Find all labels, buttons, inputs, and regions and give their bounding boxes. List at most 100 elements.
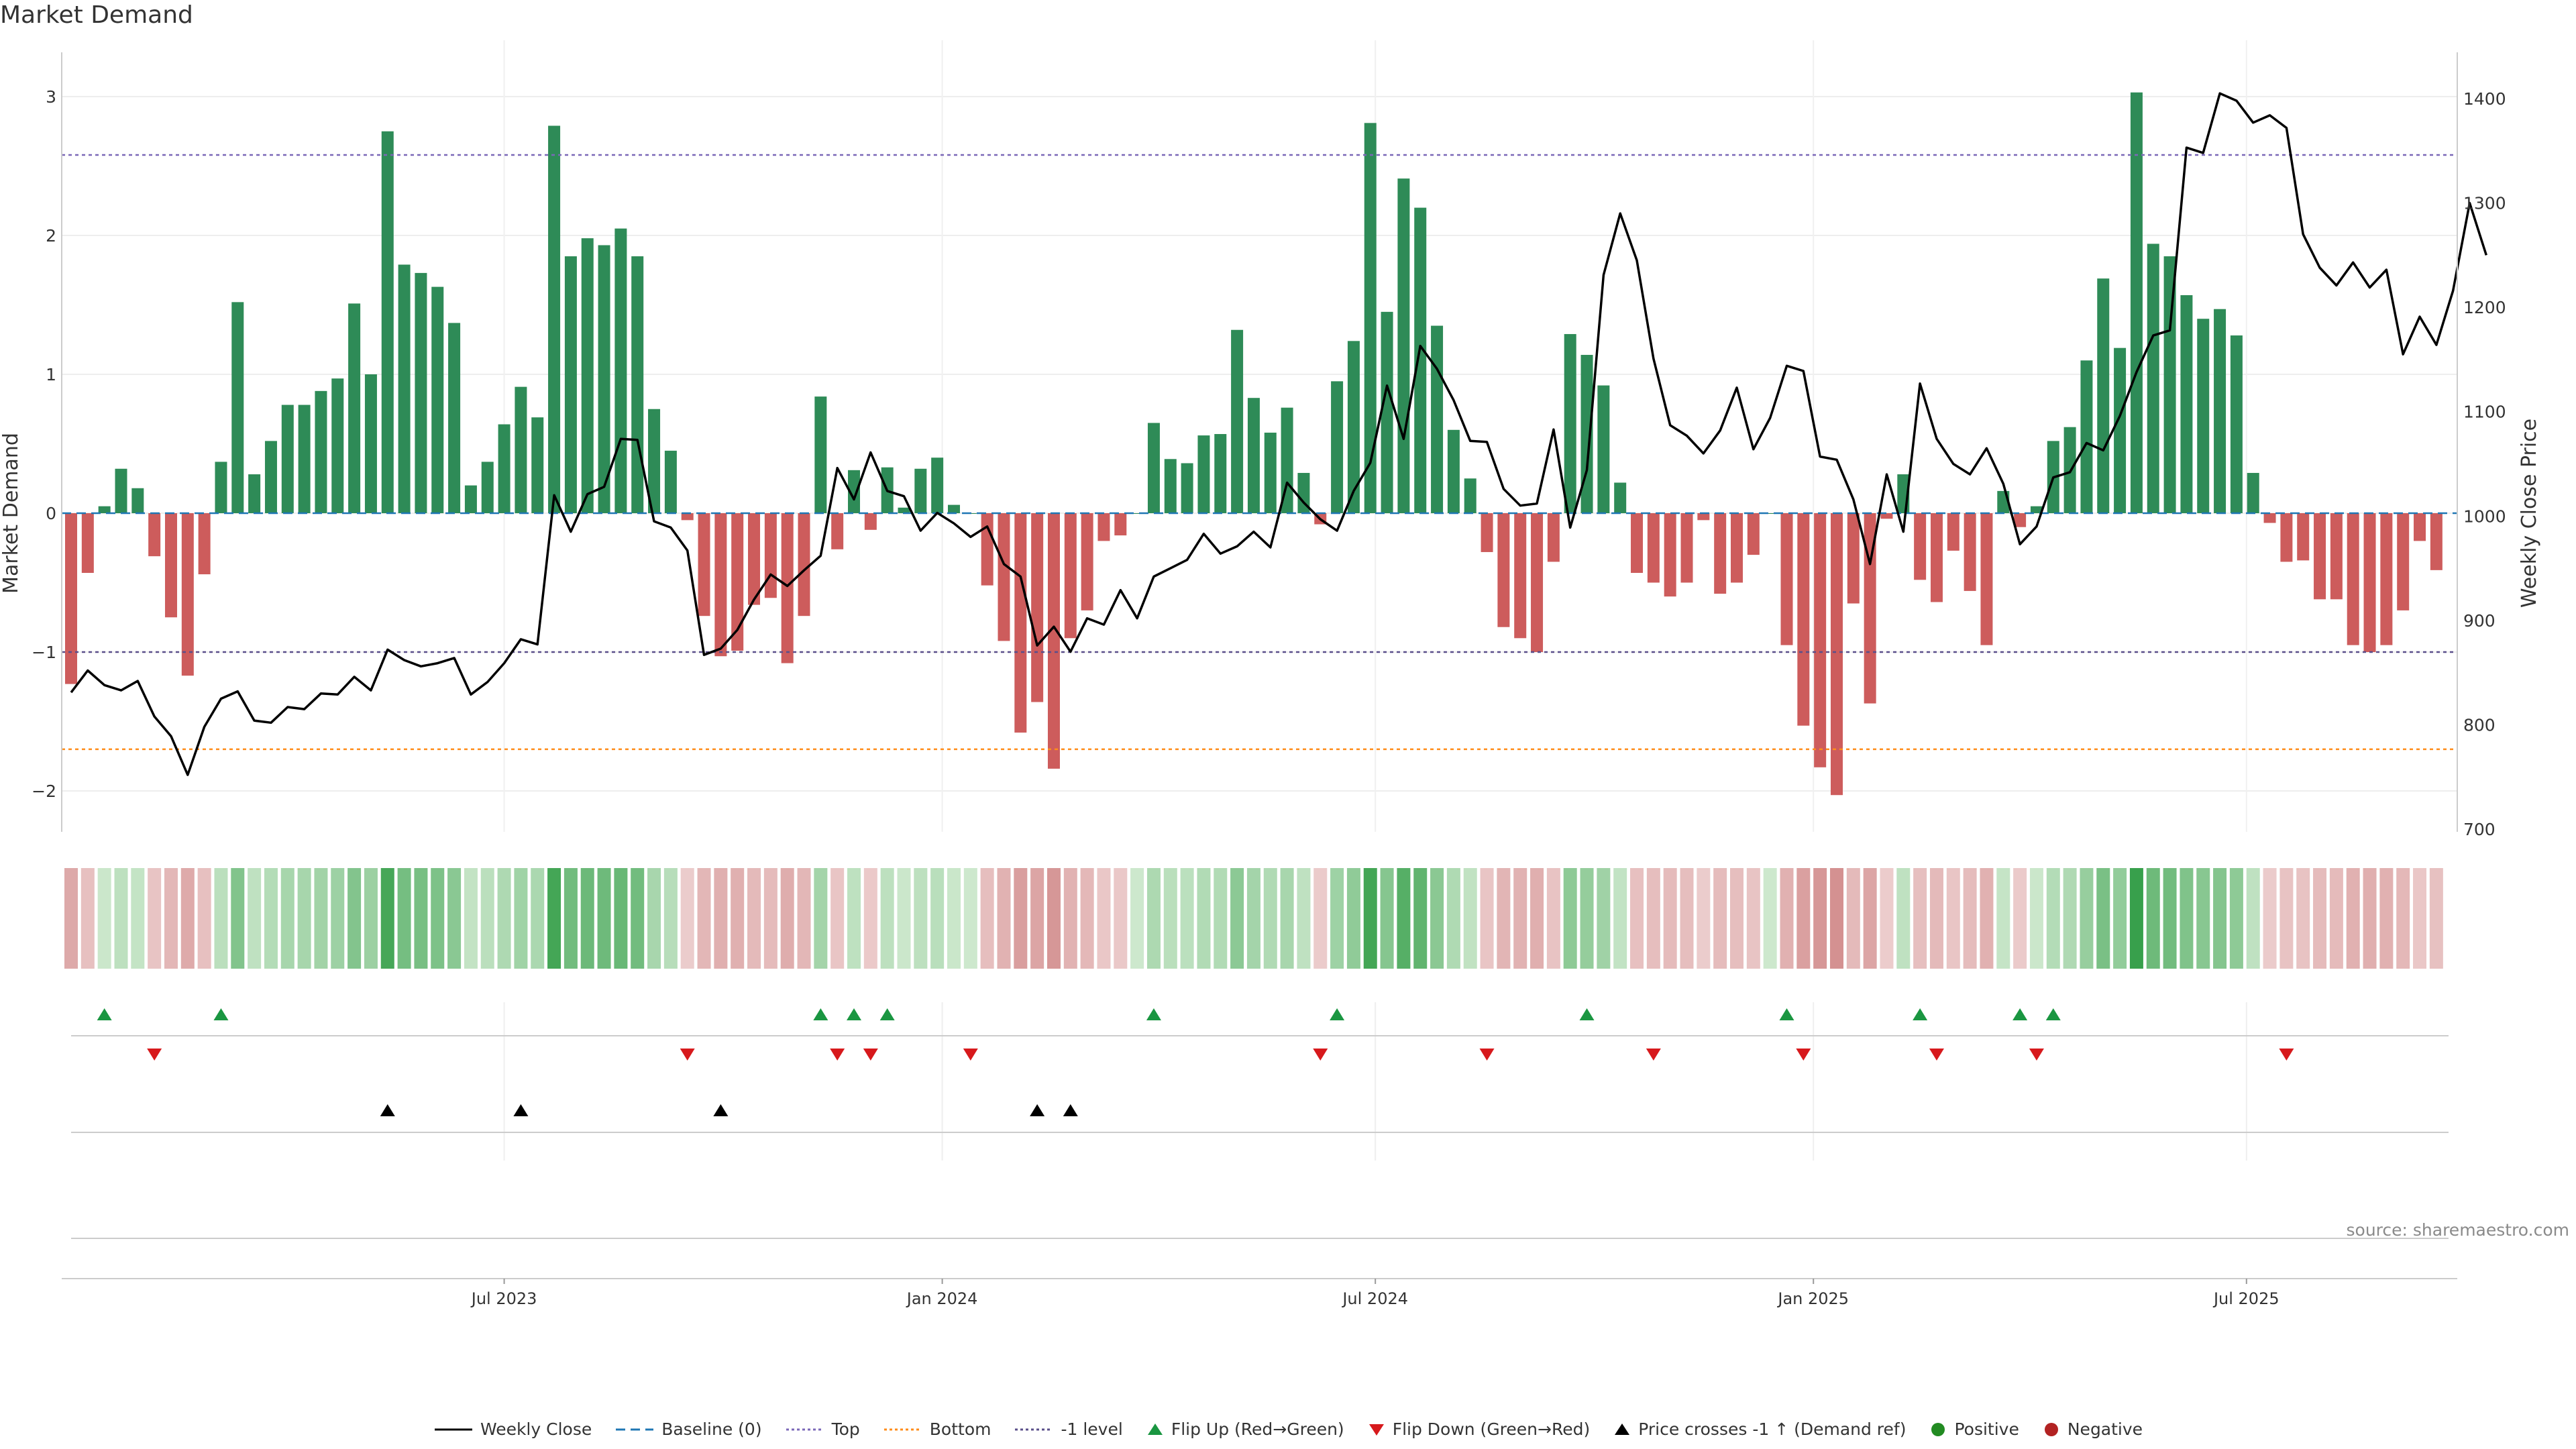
heat-cell	[1813, 868, 1827, 969]
demand-bar	[1114, 513, 1127, 536]
heat-cell	[1530, 868, 1544, 969]
flip-down-marker	[1313, 1049, 1328, 1061]
demand-bar	[1147, 423, 1160, 513]
demand-bar	[664, 450, 677, 513]
demand-bar	[1514, 513, 1527, 639]
demand-bar	[1247, 398, 1260, 513]
legend-item: Price crosses -1 ↑ (Demand ref)	[1613, 1419, 1906, 1439]
heat-cell	[2329, 868, 2343, 969]
heat-cell	[231, 868, 245, 969]
heat-cell	[1646, 868, 1660, 969]
demand-bar	[2263, 513, 2276, 523]
flip-up-marker	[847, 1008, 862, 1020]
demand-bar	[1564, 333, 1576, 513]
heat-cell	[2396, 868, 2410, 969]
demand-bar	[598, 245, 610, 513]
heat-cell	[2279, 868, 2294, 969]
legend-item: Bottom	[883, 1419, 991, 1439]
demand-bar	[614, 228, 627, 513]
heat-cell	[580, 868, 594, 969]
heat-cell	[2296, 868, 2310, 969]
demand-bar	[164, 513, 177, 618]
y2-tick-label: 800	[2463, 715, 2496, 735]
flip-up-marker	[813, 1008, 828, 1020]
y2-tick-label: 1200	[2463, 298, 2506, 317]
demand-bar	[2397, 513, 2410, 610]
y-tick-label: −2	[32, 782, 56, 801]
demand-bar	[281, 405, 294, 513]
heat-cell	[1563, 868, 1577, 969]
demand-bar	[1797, 513, 1810, 726]
demand-bar	[1431, 325, 1444, 513]
heat-cell	[1730, 868, 1743, 969]
heat-cell	[2379, 868, 2394, 969]
heat-cell	[2413, 868, 2427, 969]
legend-swatch	[2044, 1422, 2058, 1436]
demand-bar	[1264, 432, 1277, 513]
heat-cell	[164, 868, 178, 969]
heat-cell	[2429, 868, 2443, 969]
demand-bar	[1697, 513, 1710, 521]
demand-bar	[264, 441, 277, 513]
demand-bar	[1397, 178, 1410, 513]
heat-cell	[1114, 868, 1128, 969]
heat-cell	[1380, 868, 1394, 969]
heat-cell	[1330, 868, 1344, 969]
heat-cell	[1713, 868, 1727, 969]
heat-cell	[480, 868, 494, 969]
demand-bar	[1031, 513, 1044, 702]
y-tick-label: 0	[46, 504, 56, 523]
flip-up-marker	[2045, 1008, 2061, 1020]
demand-bar	[1481, 513, 1493, 552]
heat-cell	[347, 868, 362, 969]
heat-cell	[1263, 868, 1277, 969]
demand-bar	[181, 513, 194, 676]
y-tick-label: −1	[32, 643, 56, 662]
legend-item: Flip Down (Green→Red)	[1367, 1419, 1591, 1439]
heat-cell	[447, 868, 462, 969]
flip-up-marker	[1579, 1008, 1595, 1020]
demand-bar	[564, 256, 577, 513]
flip-up-marker	[97, 1008, 112, 1020]
demand-bar	[298, 405, 311, 513]
demand-bar	[415, 272, 427, 513]
heat-cell	[64, 868, 78, 969]
heat-cell	[2129, 868, 2143, 969]
heat-cell	[2113, 868, 2127, 969]
heat-cell	[131, 868, 145, 969]
heat-cell	[1313, 868, 1328, 969]
demand-bar	[2363, 513, 2376, 652]
demand-bar	[198, 513, 211, 575]
legend-label: Bottom	[929, 1419, 991, 1439]
heat-cell	[1513, 868, 1527, 969]
heat-cell	[1363, 868, 1377, 969]
price-cross-marker	[1030, 1104, 1045, 1116]
demand-bar	[1930, 513, 1943, 602]
demand-bar	[1664, 513, 1676, 597]
demand-bar	[1131, 513, 1144, 514]
heat-cell	[763, 868, 777, 969]
demand-bar	[1447, 429, 1460, 513]
price-cross-marker	[713, 1104, 729, 1116]
heat-cell	[280, 868, 294, 969]
chart-title: Market Demand	[0, 1, 193, 29]
flip-up-marker	[213, 1008, 229, 1020]
demand-bar	[148, 513, 161, 557]
demand-bar	[1880, 513, 1893, 519]
y2-tick-label: 1400	[2463, 89, 2506, 109]
flip-down-marker	[1479, 1049, 1495, 1061]
heat-cell	[1880, 868, 1894, 969]
demand-bar	[1914, 513, 1927, 580]
demand-bar	[2380, 513, 2393, 645]
demand-bar	[2314, 513, 2326, 600]
x-tick-label: Jul 2023	[470, 1289, 537, 1308]
demand-bar	[2030, 506, 2043, 513]
demand-bar	[748, 513, 761, 605]
y-tick-label: 2	[46, 226, 56, 246]
legend-label: Flip Down (Green→Red)	[1392, 1419, 1591, 1439]
heat-cell	[2246, 868, 2260, 969]
heat-cell	[1097, 868, 1111, 969]
heat-cell	[1913, 868, 1927, 969]
heat-cell	[1246, 868, 1260, 969]
price-cross-marker	[513, 1104, 529, 1116]
